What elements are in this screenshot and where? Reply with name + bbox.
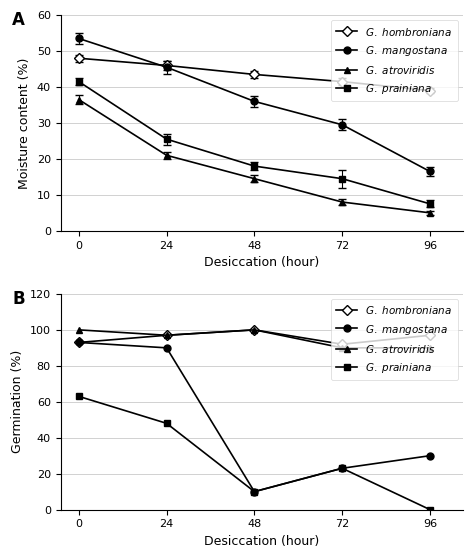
Text: A: A (12, 11, 25, 29)
Y-axis label: Germination (%): Germination (%) (11, 350, 24, 453)
Text: B: B (12, 290, 25, 307)
Y-axis label: Moisture content (%): Moisture content (%) (18, 57, 31, 188)
Legend: $\it{G.\ hombroniana}$, $\it{G.\ mangostana}$, $\it{G.\ atroviridis}$, $\it{G.\ : $\it{G.\ hombroniana}$, $\it{G.\ mangost… (331, 20, 458, 102)
X-axis label: Desiccation (hour): Desiccation (hour) (204, 256, 319, 269)
Legend: $\it{G.\ hombroniana}$, $\it{G.\ mangostana}$, $\it{G.\ atroviridis}$, $\it{G.\ : $\it{G.\ hombroniana}$, $\it{G.\ mangost… (331, 299, 458, 380)
X-axis label: Desiccation (hour): Desiccation (hour) (204, 535, 319, 548)
